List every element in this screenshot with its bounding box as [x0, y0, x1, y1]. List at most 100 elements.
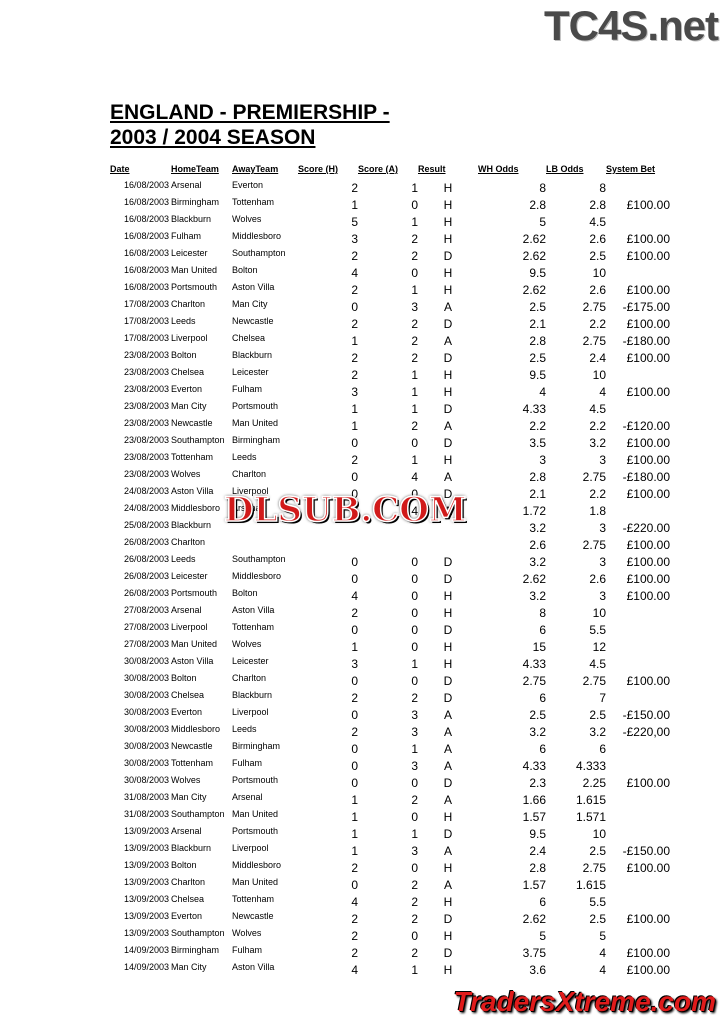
- table-cell: 4: [351, 266, 358, 280]
- table-cell: A: [443, 470, 452, 484]
- table-cell: [606, 892, 670, 909]
- table-cell: 16/08/2003: [123, 282, 169, 292]
- table-cell: 6: [539, 742, 546, 756]
- table-cell: D: [443, 402, 453, 416]
- table-cell: 17/08/2003: [123, 299, 169, 309]
- table-cell: Portsmouth: [171, 282, 218, 292]
- table-cell: Wolves: [171, 775, 201, 785]
- table-cell: [298, 535, 358, 552]
- table-cell: Fulham: [232, 384, 263, 394]
- table-row: 31/08/2003 Man City Arsenal 1 2 A 1.66 1.615: [110, 790, 670, 807]
- column-header: WH Odds: [478, 164, 519, 174]
- table-cell: [606, 212, 670, 229]
- table-cell: Charlton: [171, 877, 206, 887]
- table-row: 30/08/2003 Middlesboro Leeds 2 3 A 3.2 3.2 -£220…: [110, 722, 670, 739]
- table-cell: 4: [539, 385, 546, 399]
- table-row: 16/08/2003 Birmingham Tottenham 1 0 H 2.8 2.8 £1…: [110, 195, 670, 212]
- table-cell: £100.00: [626, 912, 670, 926]
- table-cell: 7: [599, 691, 606, 705]
- table-cell: [606, 399, 670, 416]
- table-cell: 9.5: [529, 266, 546, 280]
- table-cell: 4.333: [575, 759, 606, 773]
- table-body: 16/08/2003 Arsenal Everton 2 1 H 8 8 16/08/2003 B…: [110, 178, 670, 977]
- table-cell: 2.25: [582, 776, 606, 790]
- column-header: Result: [418, 164, 446, 174]
- table-cell: 17/08/2003: [123, 316, 169, 326]
- table-cell: 0: [351, 674, 358, 688]
- table-cell: 2: [411, 691, 418, 705]
- table-row: 23/08/2003 Chelsea Leicester 2 1 H 9.5 10: [110, 365, 670, 382]
- table-cell: Tottenham: [232, 197, 275, 207]
- title-line: 2003 / 2004 SEASON: [110, 126, 316, 149]
- table-cell: 2: [351, 691, 358, 705]
- table-cell: 1: [411, 827, 418, 841]
- table-cell: 3: [599, 555, 606, 569]
- table-cell: 9.5: [529, 827, 546, 841]
- table-cell: 0: [411, 436, 418, 450]
- table-cell: -£180.00: [622, 334, 670, 348]
- table-cell: [232, 535, 298, 552]
- table-cell: 2.75: [582, 470, 606, 484]
- table-cell: 0: [351, 300, 358, 314]
- table-cell: 2.5: [529, 708, 546, 722]
- table-cell: 2.8: [529, 861, 546, 875]
- table-cell: 2.62: [522, 572, 546, 586]
- table-cell: Blackburn: [171, 520, 212, 530]
- table-cell: Bolton: [171, 350, 197, 360]
- table-cell: 0: [411, 555, 418, 569]
- table-cell: A: [443, 742, 452, 756]
- table-cell: 4: [351, 963, 358, 977]
- table-cell: 2.5: [529, 351, 546, 365]
- table-cell: Tottenham: [171, 452, 214, 462]
- table-cell: 10: [592, 266, 606, 280]
- table-cell: Fulham: [232, 758, 263, 768]
- column-header: AwayTeam: [232, 164, 279, 174]
- table-cell: 6: [599, 742, 606, 756]
- table-cell: Wolves: [232, 639, 262, 649]
- table-cell: 1: [351, 844, 358, 858]
- table-cell: 3: [599, 589, 606, 603]
- table-cell: 3: [351, 657, 358, 671]
- table-cell: Liverpool: [171, 622, 208, 632]
- table-cell: 0: [411, 640, 418, 654]
- results-table: Date HomeTeam AwayTeam Score (H) Score (A) Re…: [110, 164, 670, 977]
- table-cell: 1.615: [575, 793, 606, 807]
- table-cell: [606, 620, 670, 637]
- table-cell: 3: [411, 844, 418, 858]
- table-cell: Southampton: [171, 435, 225, 445]
- table-cell: 13/09/2003: [123, 860, 169, 870]
- table-cell: 3: [411, 300, 418, 314]
- table-row: 23/08/2003 Southampton Birmingham 0 0 D 3.5 3.2…: [110, 433, 670, 450]
- table-cell: H: [443, 657, 453, 671]
- table-cell: £100.00: [626, 555, 670, 569]
- table-cell: 30/08/2003: [123, 656, 169, 666]
- table-cell: 1: [411, 453, 418, 467]
- table-cell: Wolves: [171, 469, 201, 479]
- table-cell: £100.00: [626, 232, 670, 246]
- table-cell: 4: [599, 946, 606, 960]
- table-cell: 2: [351, 351, 358, 365]
- table-cell: £100.00: [626, 861, 670, 875]
- table-row: 30/08/2003 Tottenham Fulham 0 3 A 4.33 4.333: [110, 756, 670, 773]
- table-cell: 5: [539, 929, 546, 943]
- table-cell: 1.8: [589, 504, 606, 518]
- table-cell: Birmingham: [232, 741, 281, 751]
- table-cell: [606, 637, 670, 654]
- table-cell: 15: [532, 640, 546, 654]
- table-cell: 2.62: [522, 283, 546, 297]
- table-cell: 2.4: [589, 351, 606, 365]
- table-cell: 14/09/2003: [123, 962, 169, 972]
- table-cell: 23/08/2003: [123, 401, 169, 411]
- table-cell: A: [443, 878, 452, 892]
- table-cell: Leeds: [232, 724, 257, 734]
- table-cell: Middlesboro: [232, 860, 282, 870]
- table-row: 30/08/2003 Chelsea Blackburn 2 2 D 6 7: [110, 688, 670, 705]
- table-cell: [418, 535, 478, 552]
- table-cell: Man City: [171, 401, 207, 411]
- table-cell: £100.00: [626, 436, 670, 450]
- table-cell: 2.5: [589, 249, 606, 263]
- table-cell: 2: [411, 232, 418, 246]
- table-cell: Tottenham: [171, 758, 214, 768]
- table-cell: Charlton: [171, 537, 206, 547]
- table-cell: D: [443, 623, 453, 637]
